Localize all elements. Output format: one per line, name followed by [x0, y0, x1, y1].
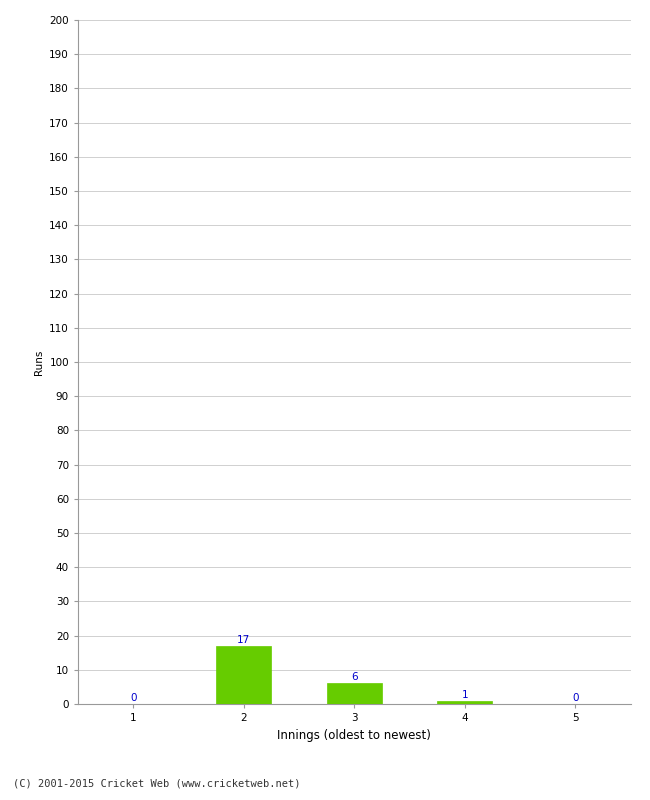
Text: 1: 1 [462, 690, 468, 699]
Bar [437, 701, 493, 704]
Bar [216, 646, 272, 704]
Text: 6: 6 [351, 673, 358, 682]
Y-axis label: Runs: Runs [34, 350, 44, 374]
Bar [326, 683, 382, 704]
Text: 17: 17 [237, 635, 250, 645]
X-axis label: Innings (oldest to newest): Innings (oldest to newest) [278, 729, 431, 742]
Text: 0: 0 [572, 693, 578, 703]
Text: 0: 0 [130, 693, 136, 703]
Text: (C) 2001-2015 Cricket Web (www.cricketweb.net): (C) 2001-2015 Cricket Web (www.cricketwe… [13, 778, 300, 788]
